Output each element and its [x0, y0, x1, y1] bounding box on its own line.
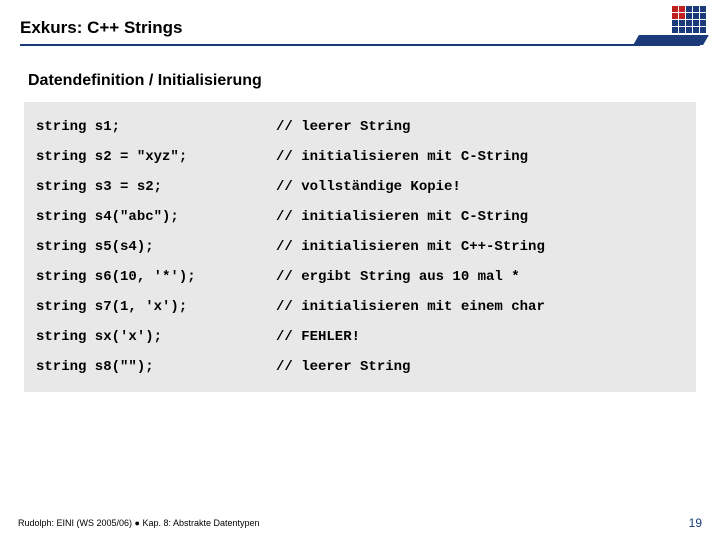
- header-divider: [20, 44, 700, 46]
- code-row: string s5(s4); // initialisieren mit C++…: [36, 232, 684, 262]
- slide-header: Exkurs: C++ Strings: [0, 0, 720, 54]
- logo-stripe: [633, 35, 709, 45]
- code-left: string sx('x');: [36, 330, 276, 344]
- page-number: 19: [689, 516, 702, 530]
- footer-text: Rudolph: EINI (WS 2005/06) ● Kap. 8: Abs…: [18, 518, 260, 528]
- code-block: string s1; // leerer String string s2 = …: [24, 102, 696, 392]
- code-comment: // initialisieren mit C-String: [276, 210, 528, 224]
- code-left: string s7(1, 'x');: [36, 300, 276, 314]
- code-row: string s3 = s2; // vollständige Kopie!: [36, 172, 684, 202]
- code-left: string s2 = "xyz";: [36, 150, 276, 164]
- code-left: string s5(s4);: [36, 240, 276, 254]
- code-left: string s4("abc");: [36, 210, 276, 224]
- code-row: string s4("abc"); // initialisieren mit …: [36, 202, 684, 232]
- code-row: string s6(10, '*'); // ergibt String aus…: [36, 262, 684, 292]
- code-row: string s2 = "xyz"; // initialisieren mit…: [36, 142, 684, 172]
- logo-grid: [672, 6, 706, 33]
- code-comment: // initialisieren mit einem char: [276, 300, 545, 314]
- code-row: string s7(1, 'x'); // initialisieren mit…: [36, 292, 684, 322]
- code-comment: // ergibt String aus 10 mal *: [276, 270, 520, 284]
- code-left: string s1;: [36, 120, 276, 134]
- code-left: string s6(10, '*');: [36, 270, 276, 284]
- slide-title: Exkurs: C++ Strings: [20, 18, 700, 38]
- code-left: string s8("");: [36, 360, 276, 374]
- code-comment: // initialisieren mit C++-String: [276, 240, 545, 254]
- slide-footer: Rudolph: EINI (WS 2005/06) ● Kap. 8: Abs…: [0, 516, 720, 530]
- code-comment: // leerer String: [276, 360, 410, 374]
- code-row: string sx('x'); // FEHLER!: [36, 322, 684, 352]
- code-row: string s1; // leerer String: [36, 112, 684, 142]
- code-comment: // FEHLER!: [276, 330, 360, 344]
- code-comment: // vollständige Kopie!: [276, 180, 461, 194]
- code-left: string s3 = s2;: [36, 180, 276, 194]
- logo: [646, 6, 706, 42]
- code-comment: // leerer String: [276, 120, 410, 134]
- section-subtitle: Datendefinition / Initialisierung: [0, 54, 720, 102]
- code-row: string s8(""); // leerer String: [36, 352, 684, 382]
- code-comment: // initialisieren mit C-String: [276, 150, 528, 164]
